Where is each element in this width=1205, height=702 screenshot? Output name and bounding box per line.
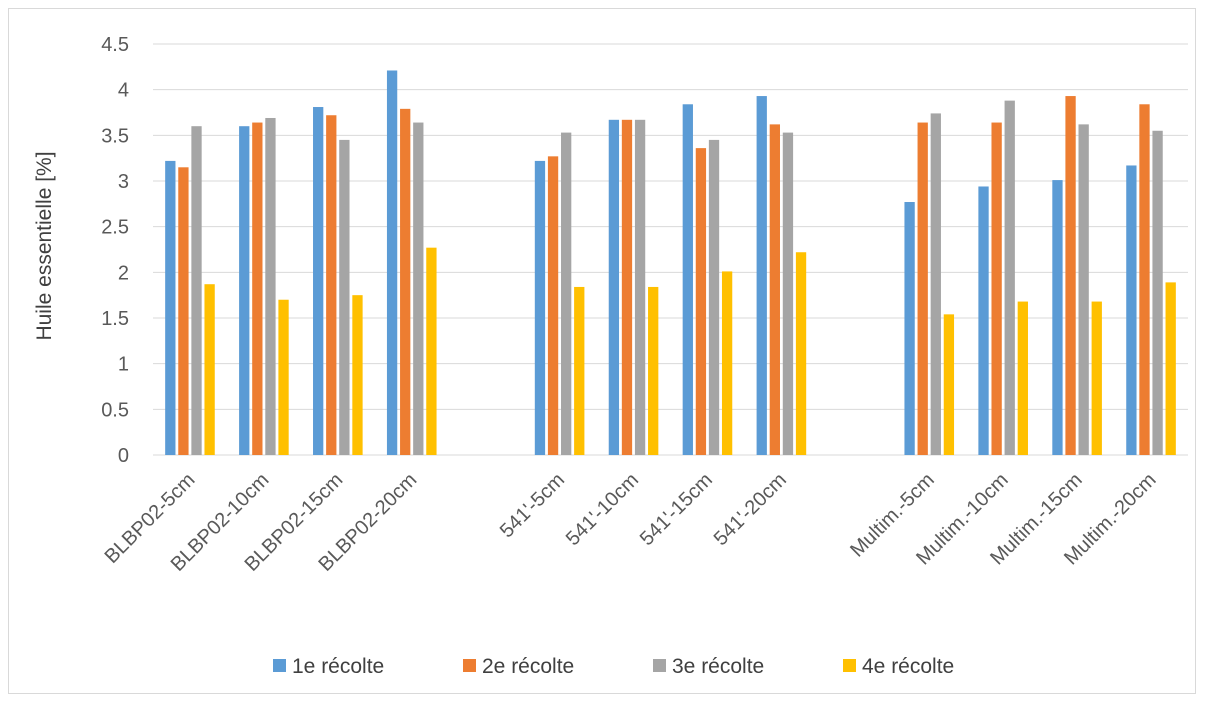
bar [1165,282,1176,455]
legend-swatch [463,659,476,672]
bar [721,271,733,455]
bar [265,117,276,455]
bar [413,122,424,456]
bar [165,160,176,455]
legend-swatch [273,659,286,672]
bar [608,119,620,455]
bar [400,108,411,455]
bar [278,299,289,455]
bar [426,247,437,455]
bar [252,122,263,456]
y-tick-label: 4 [118,80,129,102]
y-tick-label: 1.5 [101,308,129,330]
bar [708,139,720,455]
bar [352,295,363,455]
bar [795,252,807,455]
bar [1152,130,1163,455]
y-tick-label: 1 [118,354,129,376]
legend-swatch [843,659,856,672]
bars [165,70,1176,456]
bar [769,124,780,455]
bar [386,70,398,455]
bar [313,107,324,456]
bar [991,122,1002,456]
bar [930,113,941,455]
bar [204,284,215,455]
gridlines [153,43,1188,456]
y-axis-title: Huile essentielle [%] [33,151,56,340]
y-axis-ticks: 0 0.5 1 1.5 2 2.5 3 3.5 4 4.5 [101,34,129,467]
bar [782,132,794,456]
bar [682,104,693,455]
legend-label: 1e récolte [292,655,384,678]
bar [1065,96,1076,455]
x-tick-label: 541'-10cm [562,469,643,550]
bar [695,148,707,455]
y-tick-label: 3 [118,171,129,193]
x-axis-labels: BLBP02-5cmBLBP02-10cmBLBP02-15cmBLBP02-2… [101,469,1161,576]
x-tick-label: 541'-20cm [710,469,791,550]
bar [574,286,585,455]
y-tick-label: 2 [118,262,129,284]
bar [978,186,989,456]
bar [1139,104,1150,455]
legend-label: 2e récolte [482,655,574,678]
bar [917,122,928,456]
bar [178,167,189,456]
bar [621,119,633,455]
legend-label: 4e récolte [862,655,954,678]
legend: 1e récolte 2e récolte 3e récolte 4e récolte [273,655,954,678]
bar [1004,100,1015,456]
bar [1091,301,1102,455]
legend-label: 3e récolte [672,655,764,678]
y-tick-label: 0.5 [101,399,129,421]
bar [1017,301,1028,455]
bar [534,160,546,455]
bar [339,139,350,455]
bar [648,286,659,455]
bar [1052,180,1063,455]
bar [1126,165,1137,455]
x-tick-label: 541'-5cm [496,469,569,542]
y-tick-label: 4.5 [101,34,129,56]
x-tick-label: 541'-15cm [636,469,717,550]
bar [943,314,955,455]
y-tick-label: 0 [118,445,129,467]
bar [756,96,767,455]
bar [561,132,572,456]
bar [547,156,559,455]
bar [634,119,646,455]
y-tick-label: 2.5 [101,217,129,239]
legend-swatch [653,659,666,672]
bar [191,126,202,455]
bar [326,115,337,456]
y-tick-label: 3.5 [101,125,129,147]
bar [1078,124,1089,455]
bar [239,126,250,455]
bar [904,202,915,455]
